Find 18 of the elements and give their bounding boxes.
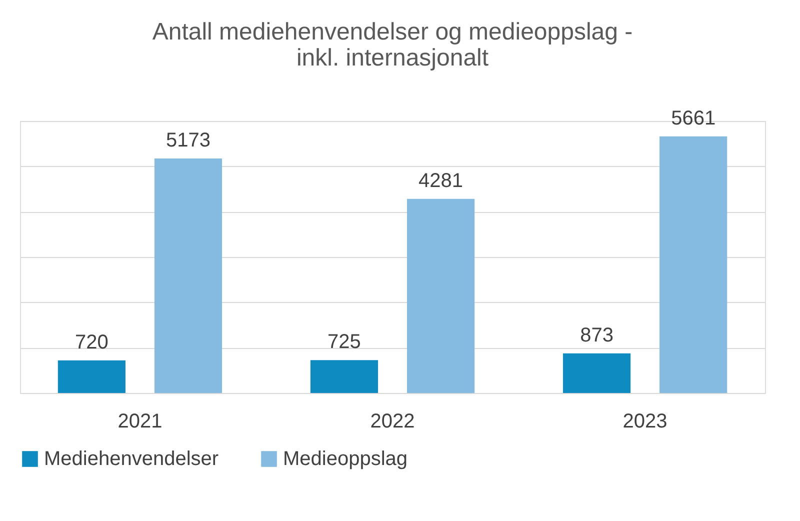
x-tick-label: 2021 xyxy=(118,410,162,432)
bar xyxy=(406,198,475,393)
bar xyxy=(58,360,126,393)
legend-label: Mediehenvendelser xyxy=(44,448,219,470)
x-tick-label: 2022 xyxy=(370,410,415,432)
bar xyxy=(562,353,631,393)
bar xyxy=(310,360,378,393)
x-tick-label: 2023 xyxy=(622,410,668,432)
chart-title: Antall mediehenvendelser og medieoppslag - inkl. internasjonalt xyxy=(152,18,633,72)
data-label: 5173 xyxy=(166,129,210,152)
data-label: 873 xyxy=(580,324,614,346)
legend-label: Medieoppslag xyxy=(283,448,408,470)
data-label: 5661 xyxy=(671,107,716,130)
bar xyxy=(154,158,222,393)
data-label: 4281 xyxy=(418,170,464,192)
bar xyxy=(660,136,728,393)
data-label: 725 xyxy=(328,331,361,354)
data-label: 720 xyxy=(74,331,108,354)
